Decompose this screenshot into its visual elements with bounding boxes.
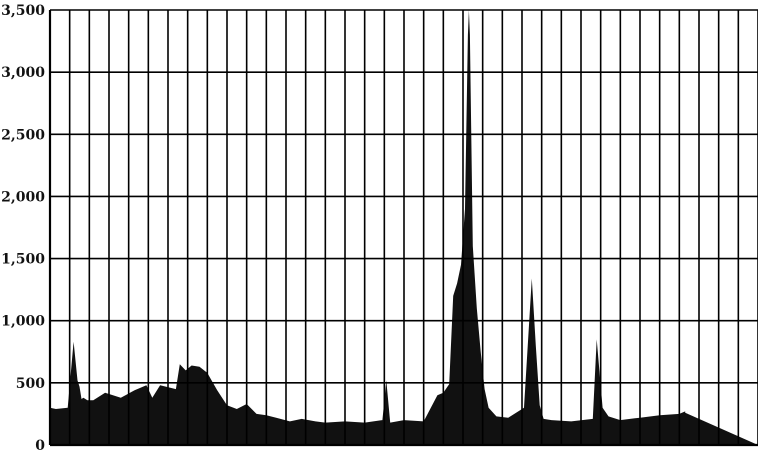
y-tick-label: 2,000 xyxy=(1,189,45,205)
y-tick-label: 0 xyxy=(35,438,45,453)
y-tick-label: 500 xyxy=(16,376,45,392)
plot-area-fill xyxy=(50,10,758,445)
y-tick-label: 2,500 xyxy=(1,127,45,143)
grid xyxy=(48,9,758,447)
y-tick-label: 1,500 xyxy=(1,252,45,268)
y-tick-label: 1,000 xyxy=(1,314,45,330)
y-axis-tick-labels: 0 500 1,000 1,500 2,000 2,500 3,000 3,500 xyxy=(1,3,45,453)
y-tick-label: 3,000 xyxy=(1,65,45,81)
series-area-0 xyxy=(50,10,758,445)
y-tick-label: 3,500 xyxy=(1,3,45,19)
